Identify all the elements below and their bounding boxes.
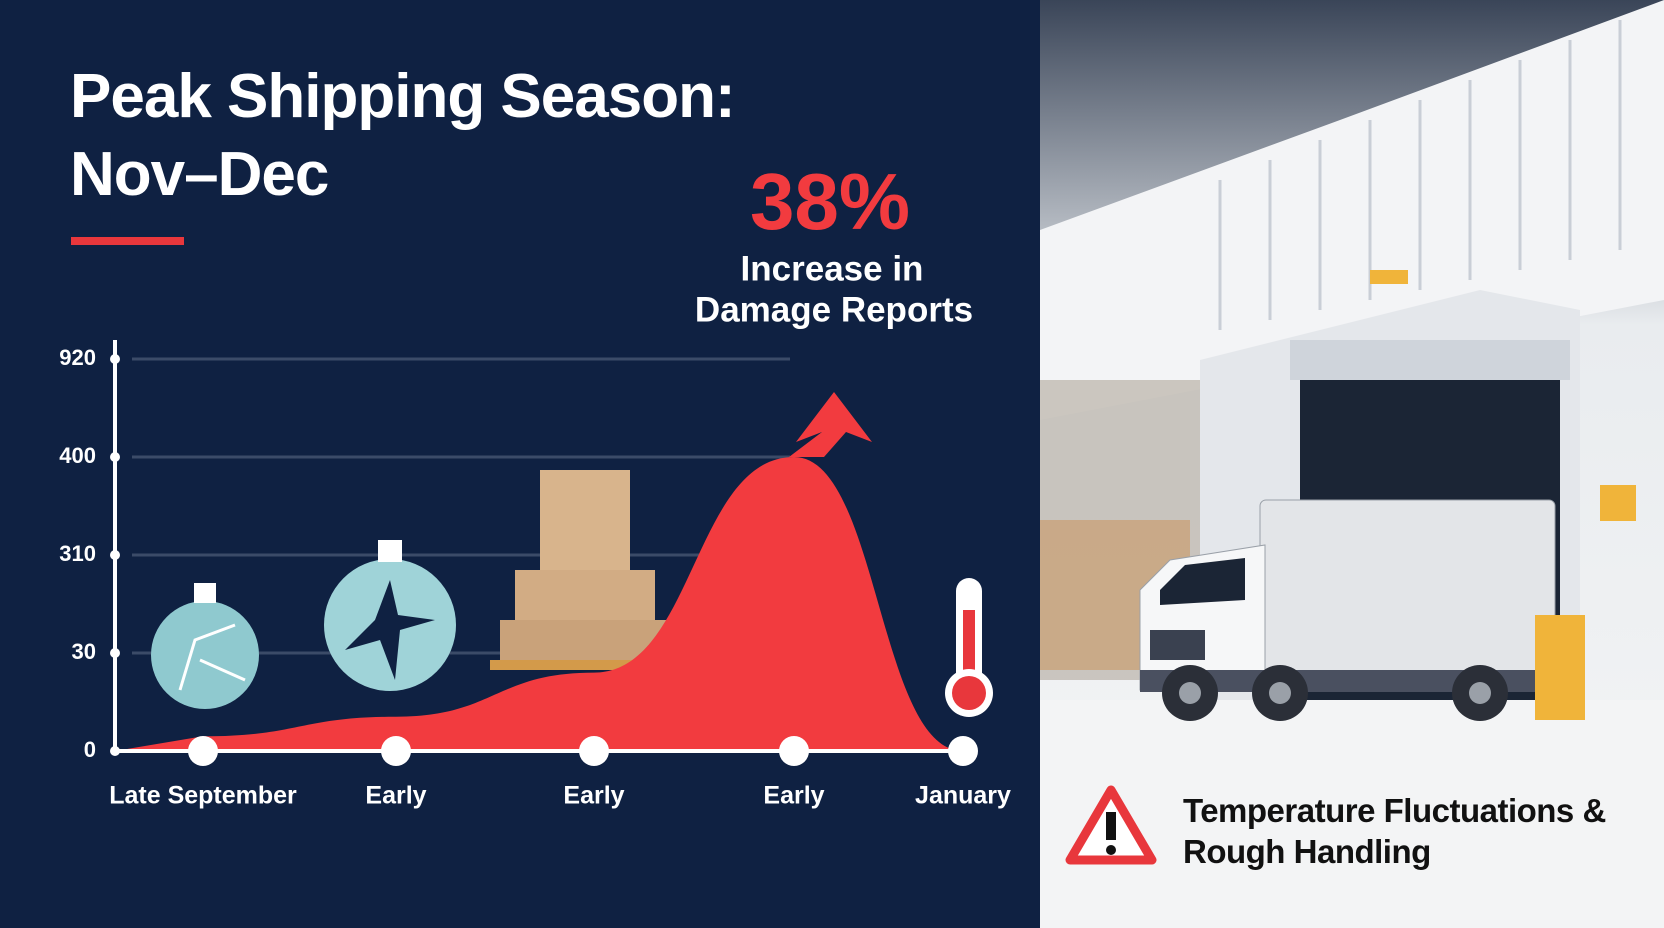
x-tick-label: Early xyxy=(563,782,624,810)
floor xyxy=(1040,700,1664,928)
chart-title: Peak Shipping Season: Nov–Dec xyxy=(70,62,736,209)
decorations xyxy=(151,470,993,717)
x-tick-label: Early xyxy=(365,782,426,810)
x-axis-marker xyxy=(188,736,218,766)
bollard xyxy=(1535,615,1585,720)
y-tick-label: 400 xyxy=(59,443,96,468)
chart: 38% Increase in Damage Reports 0 30 310 400… xyxy=(59,157,1011,810)
annotation-text: Increase in xyxy=(741,249,924,288)
dock-door xyxy=(1290,340,1570,380)
warehouse-illustration xyxy=(1040,0,1664,928)
annotation-text: Damage Reports xyxy=(695,290,973,329)
x-axis-marker xyxy=(948,736,978,766)
y-tick-label: 310 xyxy=(59,541,96,566)
y-tick-label: 30 xyxy=(72,639,96,664)
chart-panel xyxy=(0,0,1040,928)
area xyxy=(115,457,963,751)
warning-icon xyxy=(1065,785,1157,865)
x-axis-marker xyxy=(579,736,609,766)
truck xyxy=(1139,499,1560,721)
annotation-value: 38% xyxy=(750,157,910,246)
x-tick-label: Early xyxy=(763,782,824,810)
x-axis-marker xyxy=(779,736,809,766)
trend-arrow xyxy=(789,392,872,457)
callout-text: Temperature Fluctuations & Rough Handlin… xyxy=(1183,792,1606,870)
sign xyxy=(1600,485,1636,521)
sign xyxy=(1370,270,1408,284)
x-tick-label: January xyxy=(915,782,1011,810)
x-tick-label: Late September xyxy=(109,782,297,810)
title-underline xyxy=(71,237,184,245)
y-tick-label: 920 xyxy=(59,345,96,370)
x-axis-marker xyxy=(381,736,411,766)
y-tick-label: 0 xyxy=(84,737,96,762)
